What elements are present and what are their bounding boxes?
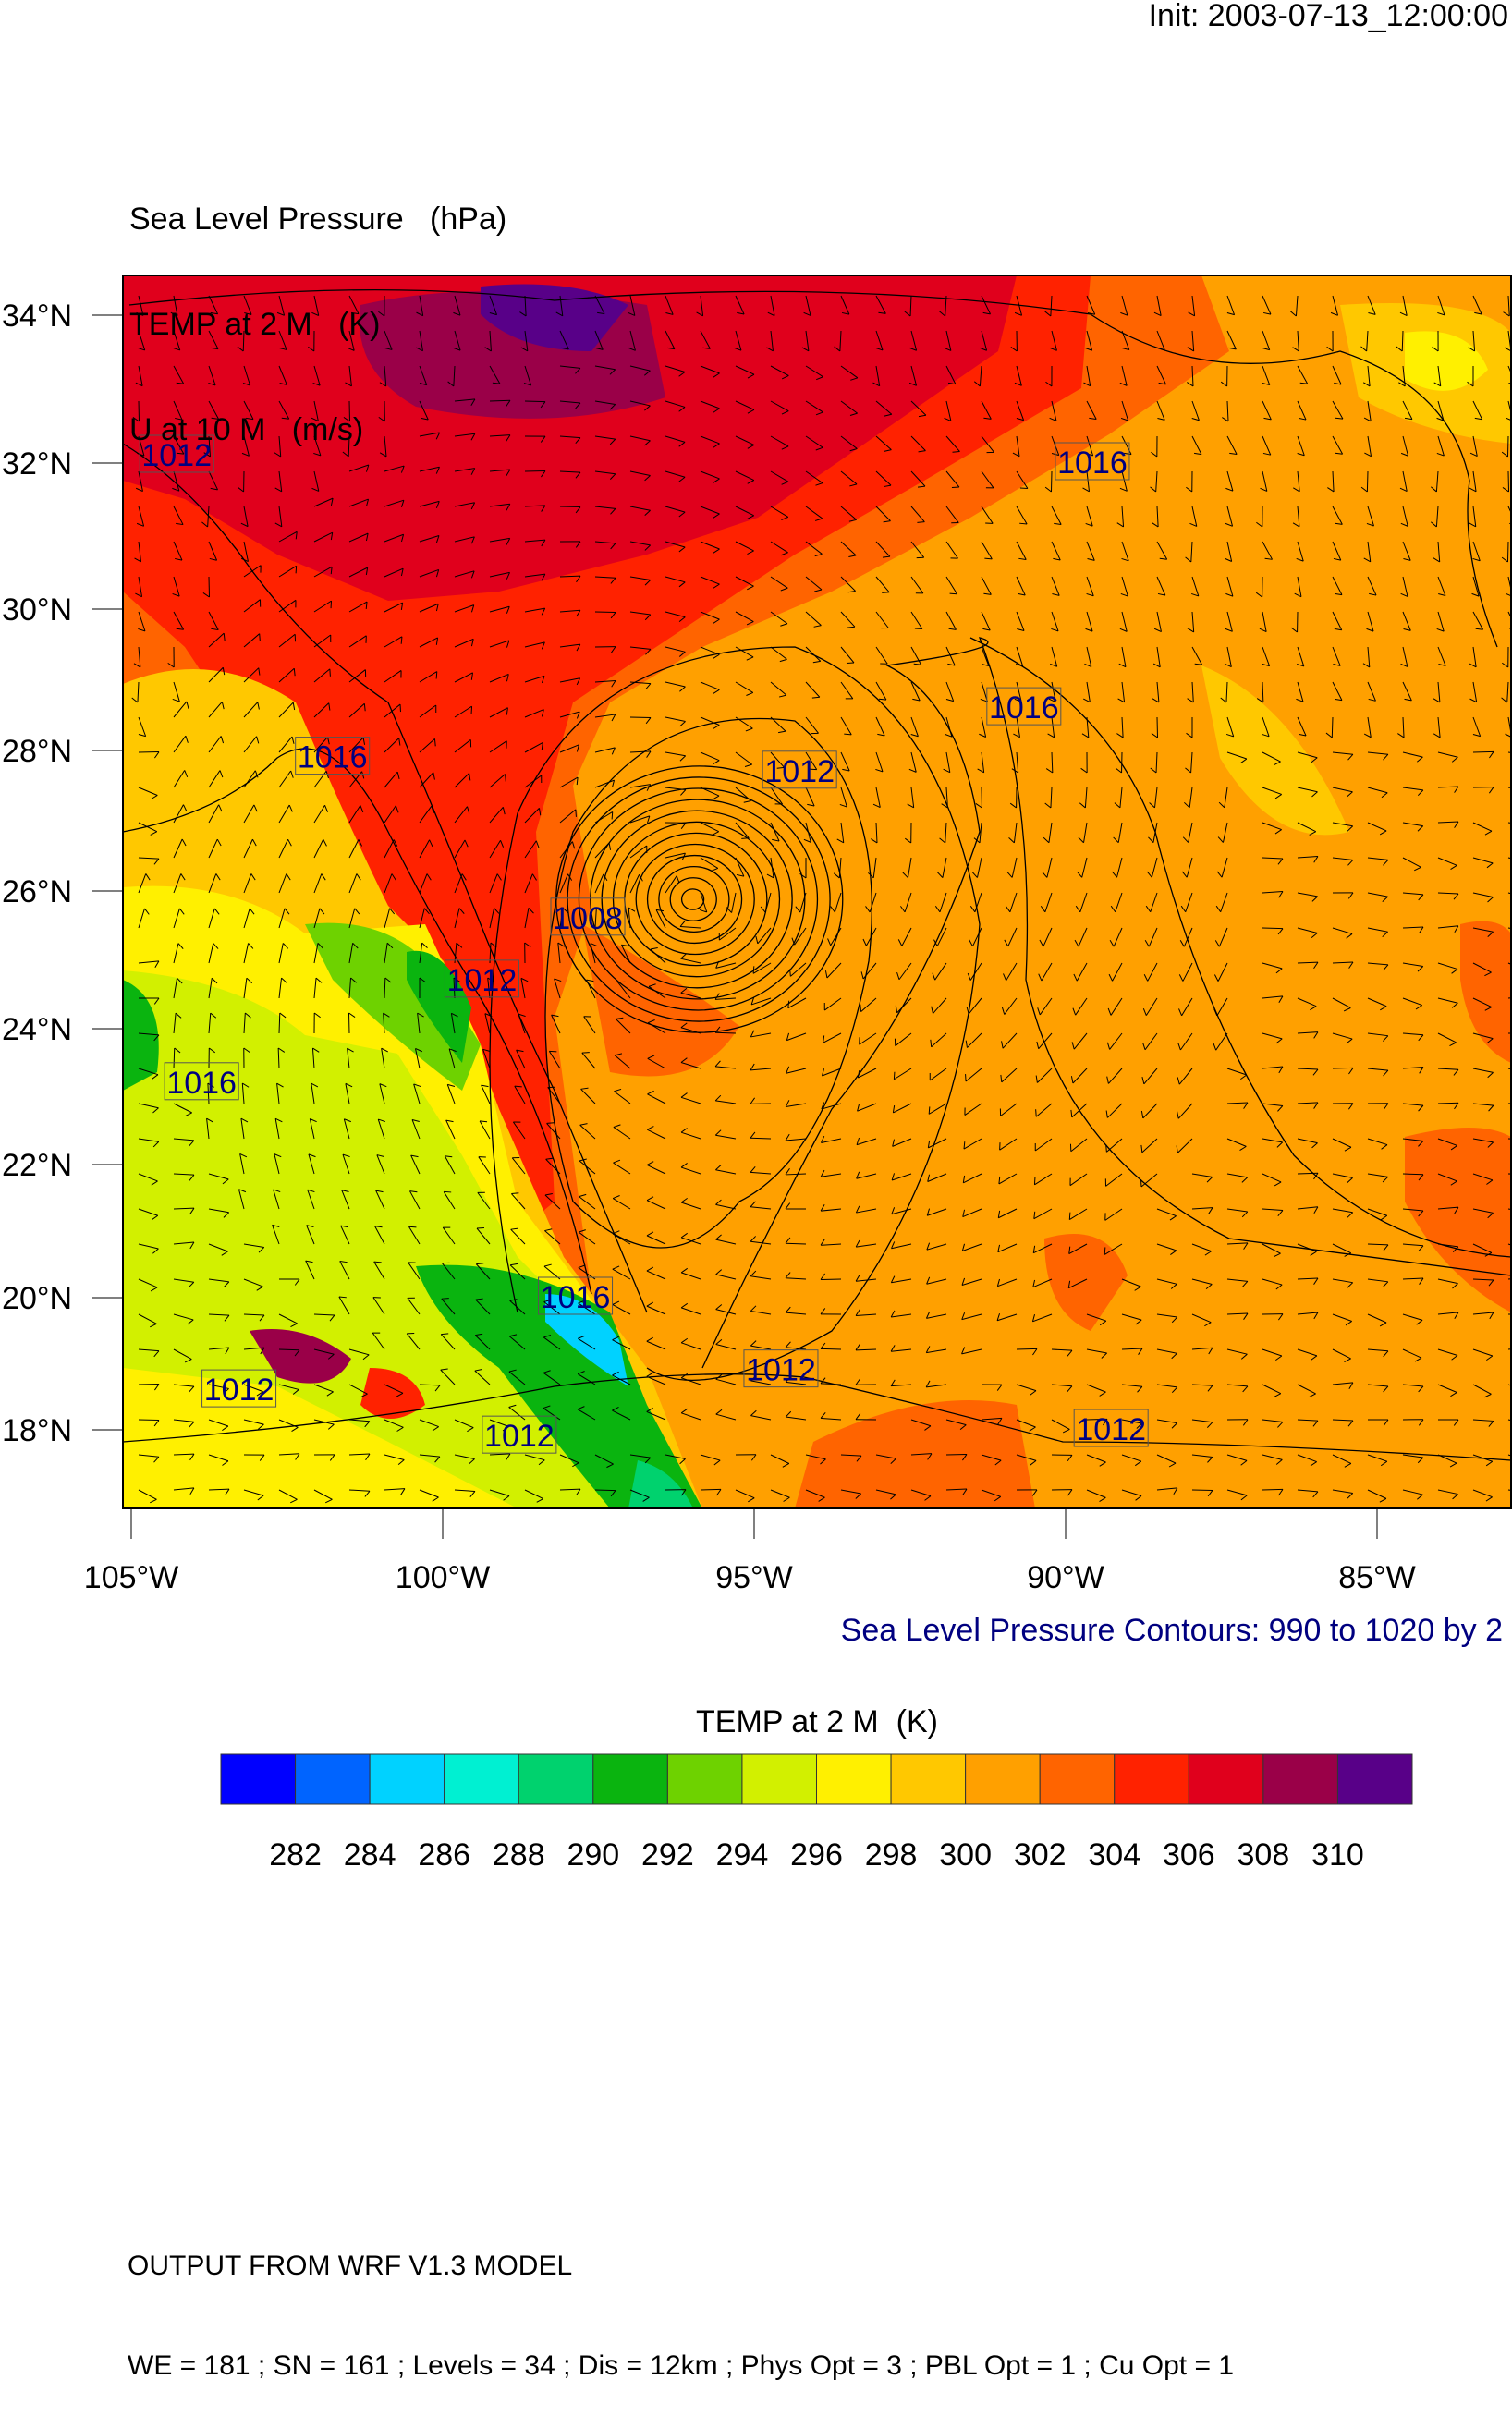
y-tick-label: 34°N <box>2 299 72 334</box>
contour-note: Sea Level Pressure Contours: 990 to 1020… <box>841 1613 1503 1648</box>
colorbar-label: 310 <box>1311 1837 1364 1873</box>
colorbar-swatch <box>1189 1754 1263 1804</box>
svg-text:1012: 1012 <box>447 963 518 998</box>
y-tick-label: 22°N <box>2 1148 72 1183</box>
contour-label: 1012 <box>445 960 518 998</box>
contour-label: 1012 <box>1074 1409 1148 1447</box>
colorbar-swatch <box>966 1754 1041 1804</box>
svg-text:1012: 1012 <box>484 1419 555 1454</box>
colorbar-label: 306 <box>1163 1837 1215 1873</box>
colorbar-swatch <box>1263 1754 1338 1804</box>
svg-text:1016: 1016 <box>541 1280 611 1315</box>
contour-label: 1016 <box>165 1063 238 1101</box>
title-slp: Sea Level Pressure (hPa) <box>129 201 506 237</box>
colorbar-label: 304 <box>1088 1837 1140 1873</box>
svg-text:1016: 1016 <box>989 690 1059 726</box>
x-tick-label: 105°W <box>84 1560 178 1595</box>
colorbar-swatch <box>1337 1754 1412 1804</box>
colorbar-label: 302 <box>1014 1837 1067 1873</box>
colorbar-swatch <box>817 1754 892 1804</box>
contour-label: 1012 <box>744 1350 818 1388</box>
footer-line-1: OUTPUT FROM WRF V1.3 MODEL <box>128 2250 1234 2283</box>
colorbar-swatch <box>445 1754 519 1804</box>
colorbar-swatch <box>891 1754 966 1804</box>
contour-label: 1016 <box>539 1277 613 1315</box>
svg-text:1012: 1012 <box>764 754 835 789</box>
y-axis: 34°N 32°N 30°N 28°N 26°N 24°N 22°N 20°N 18°N <box>2 299 123 1448</box>
colorbar-label: 294 <box>716 1837 769 1873</box>
colorbar-label: 300 <box>939 1837 992 1873</box>
colorbar: 282 284 286 288 290 292 294 296 298 300 302 304 306 3… <box>221 1754 1412 1873</box>
colorbar-label: 284 <box>344 1837 396 1873</box>
colorbar-label: 292 <box>641 1837 694 1873</box>
y-tick-label: 32°N <box>2 446 72 482</box>
colorbar-swatch <box>370 1754 445 1804</box>
colorbar-label: 298 <box>865 1837 918 1873</box>
title-temp: TEMP at 2 M (K) <box>129 307 506 342</box>
y-tick-label: 26°N <box>2 874 72 909</box>
colorbar-swatch <box>593 1754 668 1804</box>
y-tick-label: 18°N <box>2 1413 72 1448</box>
svg-text:1016: 1016 <box>1057 445 1128 481</box>
x-tick-label: 85°W <box>1338 1560 1416 1595</box>
footer-line-2: WE = 181 ; SN = 161 ; Levels = 34 ; Dis … <box>128 2349 1234 2383</box>
field-titles: Sea Level Pressure (hPa) TEMP at 2 M (K)… <box>129 131 506 482</box>
colorbar-label: 282 <box>269 1837 322 1873</box>
y-tick-label: 30°N <box>2 592 72 628</box>
colorbar-swatch <box>296 1754 371 1804</box>
colorbar-label: 296 <box>790 1837 843 1873</box>
colorbar-label: 290 <box>567 1837 619 1873</box>
colorbar-title: TEMP at 2 M (K) <box>0 1704 1512 1739</box>
colorbar-label: 288 <box>493 1837 545 1873</box>
init-time-label: Init: 2003-07-13_12:00:00 <box>1149 0 1508 33</box>
model-footer: OUTPUT FROM WRF V1.3 MODEL WE = 181 ; SN… <box>128 2183 1234 2416</box>
svg-text:1016: 1016 <box>298 740 368 775</box>
contour-label: 1016 <box>987 688 1061 726</box>
svg-text:1012: 1012 <box>746 1353 816 1388</box>
title-wind: U at 10 M (m/s) <box>129 412 506 447</box>
colorbar-swatch <box>518 1754 593 1804</box>
colorbar-swatch <box>742 1754 817 1804</box>
colorbar-label: 308 <box>1238 1837 1290 1873</box>
x-tick-label: 100°W <box>396 1560 490 1595</box>
contour-label: 1012 <box>762 751 836 789</box>
y-tick-label: 24°N <box>2 1012 72 1047</box>
colorbar-swatch <box>1115 1754 1189 1804</box>
y-tick-label: 28°N <box>2 734 72 769</box>
contour-label: 1016 <box>1055 443 1129 481</box>
colorbar-swatch <box>221 1754 296 1804</box>
x-tick-label: 95°W <box>715 1560 793 1595</box>
svg-text:1008: 1008 <box>553 901 623 936</box>
contour-label: 1012 <box>482 1416 556 1454</box>
colorbar-swatch <box>667 1754 742 1804</box>
colorbar-swatch <box>1040 1754 1115 1804</box>
colorbar-label: 286 <box>418 1837 470 1873</box>
contour-label: 1008 <box>551 898 625 936</box>
contour-label: 1012 <box>202 1370 276 1408</box>
x-axis: 105°W 100°W 95°W 90°W 85°W <box>84 1508 1416 1595</box>
x-tick-label: 90°W <box>1027 1560 1104 1595</box>
svg-text:1016: 1016 <box>166 1066 237 1101</box>
y-tick-label: 20°N <box>2 1281 72 1316</box>
svg-text:1012: 1012 <box>1076 1412 1146 1447</box>
contour-label: 1016 <box>296 738 370 775</box>
svg-text:1012: 1012 <box>204 1373 274 1408</box>
